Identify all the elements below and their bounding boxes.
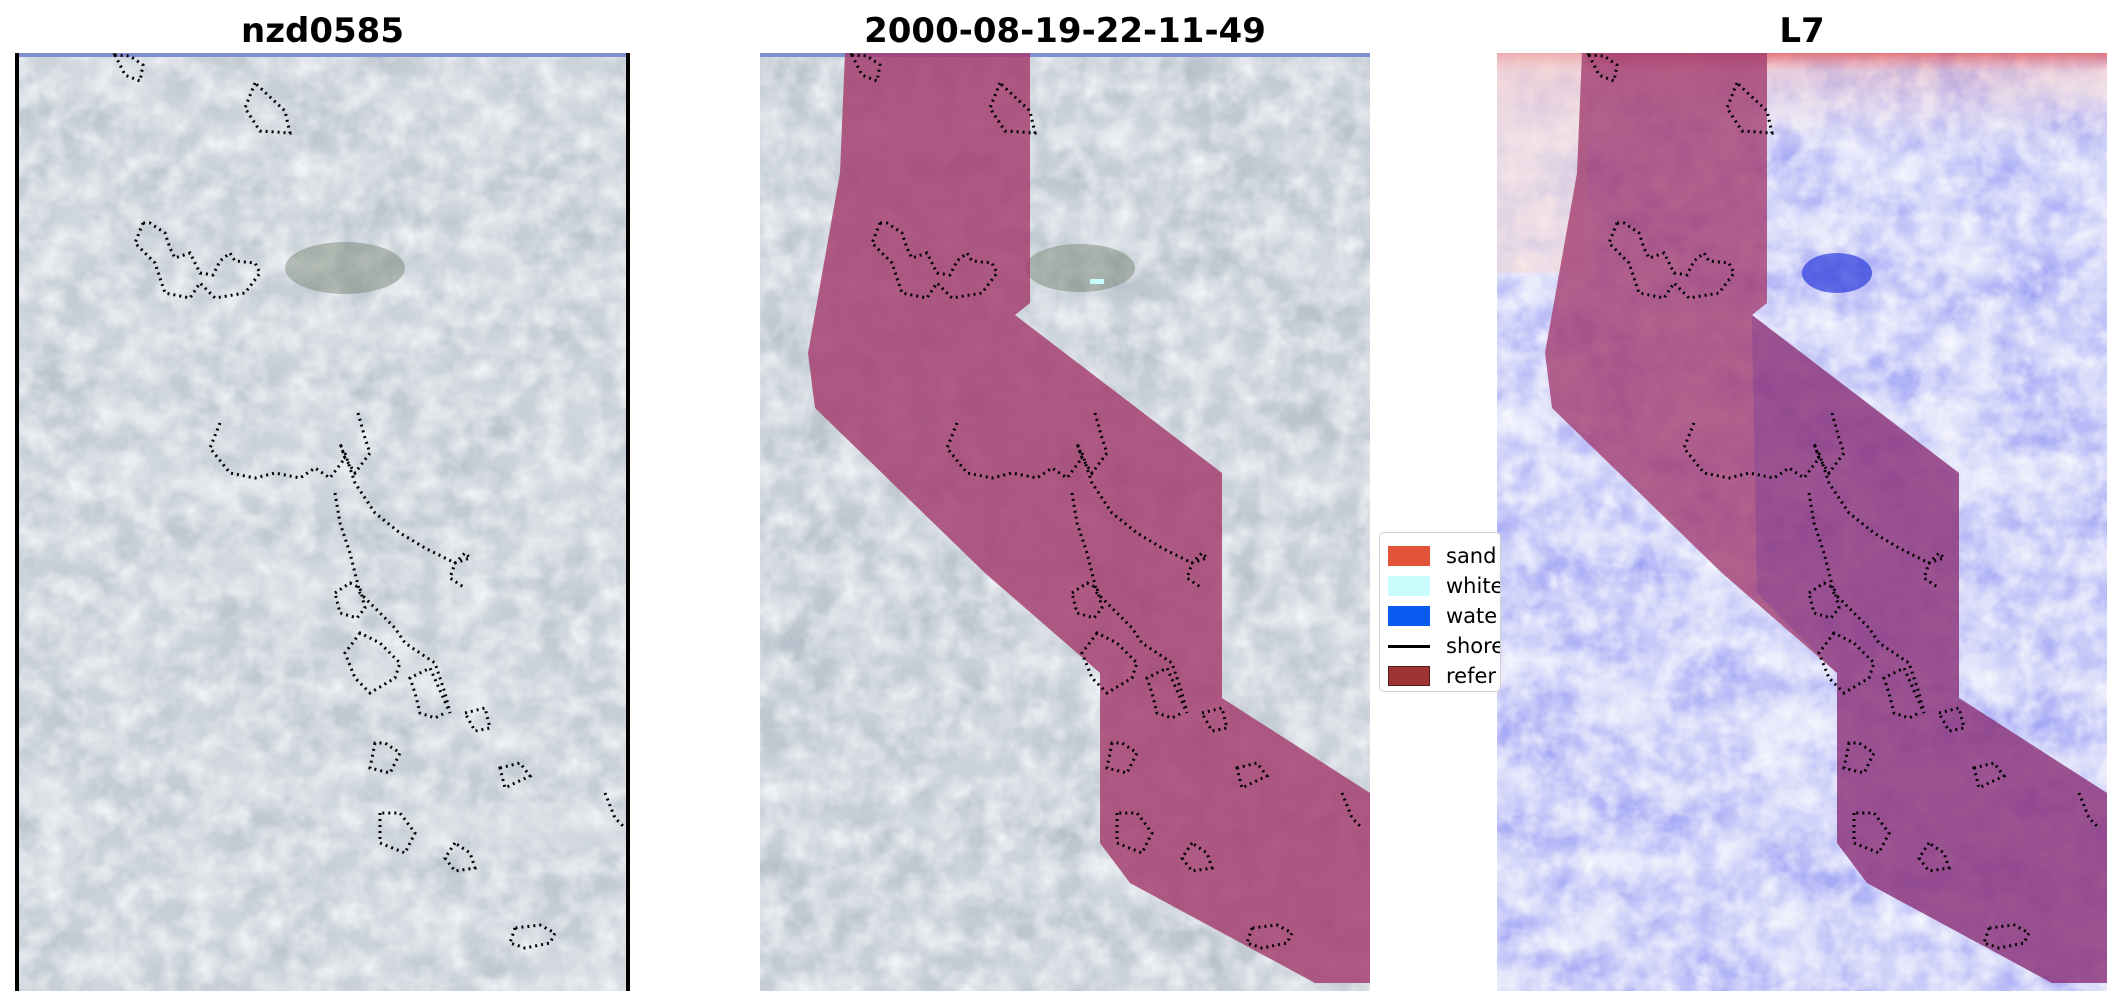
panel-title-3: L7 (1779, 11, 1825, 51)
legend-label-shoreline: shore (1446, 634, 1501, 658)
legend: sand white wate shore refer (1379, 532, 1501, 692)
white-water-pixel (1090, 279, 1104, 284)
legend-item-shoreline: shore (1388, 632, 1501, 660)
legend-item-white: white (1388, 572, 1501, 600)
legend-item-sand: sand (1388, 542, 1496, 570)
panel-title-2: 2000-08-19-22-11-49 (864, 11, 1266, 51)
legend-label-water: wate (1446, 604, 1498, 628)
image-panel-rgb (15, 53, 630, 991)
legend-label-white: white (1446, 574, 1501, 598)
image-panel-classification (760, 53, 1370, 991)
legend-label-reference: refer (1446, 664, 1497, 688)
reference-region (808, 53, 1370, 983)
legend-item-reference: refer (1388, 662, 1496, 690)
legend-swatch-sand (1388, 546, 1430, 566)
panel-title-1: nzd0585 (241, 11, 404, 51)
legend-swatch-white (1388, 576, 1430, 596)
legend-swatch-water (1388, 606, 1430, 626)
legend-swatch-reference (1388, 666, 1430, 686)
legend-label-sand: sand (1446, 544, 1497, 568)
image-panel-l7 (1497, 53, 2107, 991)
legend-swatch-shoreline (1388, 644, 1430, 648)
legend-item-water: wate (1388, 602, 1497, 630)
